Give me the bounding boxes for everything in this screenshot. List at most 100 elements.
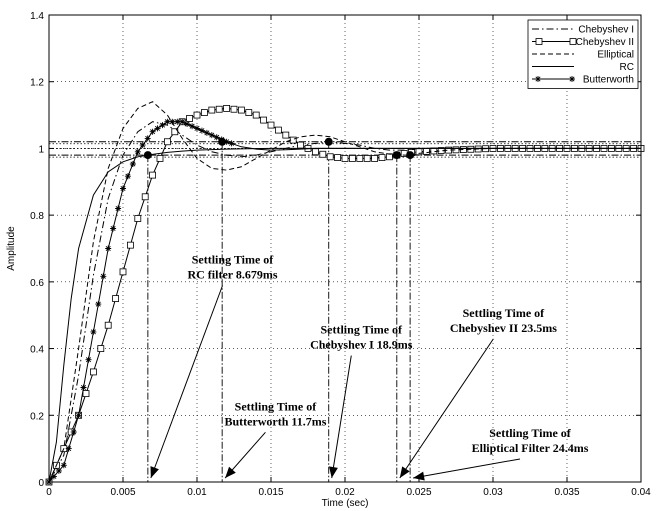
legend-marker <box>569 76 575 82</box>
annotation-arrow <box>331 355 352 479</box>
settling-point <box>143 151 152 160</box>
series-point-chebyshev-ii <box>90 368 97 376</box>
annotation-arrowhead <box>399 466 410 478</box>
series-point-butterworth <box>95 301 102 308</box>
series-point-chebyshev-ii <box>215 105 223 113</box>
x-tick-label: 0.015 <box>258 487 283 498</box>
series-point-butterworth <box>144 135 151 142</box>
settling-markers <box>143 137 415 160</box>
annotation-line-2: Elliptical Filter 24.4ms <box>472 441 589 455</box>
series-point-chebyshev-ii <box>127 241 134 249</box>
series-line-elliptical <box>48 101 641 483</box>
annotation-line-2: RC filter 8.679ms <box>187 268 277 282</box>
annotation-line-1: Settling Time of <box>489 426 572 440</box>
series-point-chebyshev-ii <box>149 171 157 179</box>
legend-item-chebyshev-i: Chebyshev I <box>532 25 634 36</box>
series-point-chebyshev-ii <box>297 141 305 149</box>
series-point-chebyshev-ii <box>274 126 282 134</box>
series-point-butterworth <box>65 445 72 452</box>
series-point-butterworth <box>174 118 181 125</box>
series-point-butterworth <box>105 245 112 252</box>
settling-point <box>324 137 333 146</box>
series-point-butterworth <box>159 122 166 129</box>
series-point-chebyshev-ii <box>326 153 334 161</box>
series-point-butterworth <box>164 118 171 125</box>
series-point-butterworth <box>90 328 97 335</box>
x-tick-label: 0.035 <box>554 487 579 498</box>
series-point-chebyshev-ii <box>422 147 430 155</box>
annotation-arrow <box>150 285 223 479</box>
series-point-chebyshev-ii <box>223 105 231 112</box>
series-point-chebyshev-ii <box>104 321 112 329</box>
series-point-chebyshev-ii <box>363 155 371 162</box>
annotation-line-1: Settling Time of <box>320 323 403 337</box>
legend-marker <box>535 76 541 82</box>
series-line-butterworth <box>48 121 641 483</box>
series-point-chebyshev-ii <box>237 106 245 114</box>
series-point-chebyshev-ii <box>260 116 268 124</box>
settling-point <box>392 151 401 160</box>
annotation-arrowhead <box>225 466 236 478</box>
legend-label: Butterworth <box>583 75 634 86</box>
series-point-butterworth <box>194 125 200 132</box>
series-point-butterworth <box>55 467 62 474</box>
annotation-line-2: Chebyshev II 23.5ms <box>450 321 557 335</box>
series-point-chebyshev-ii <box>371 155 379 162</box>
series-point-butterworth <box>115 205 122 212</box>
y-tick-label: 0.8 <box>30 211 44 222</box>
series-point-chebyshev-ii <box>141 193 149 201</box>
series-point-butterworth <box>203 129 210 136</box>
series-point-butterworth <box>120 185 126 192</box>
series-point-butterworth <box>213 134 220 141</box>
x-axis-label: Time (sec) <box>322 498 369 509</box>
series-point-butterworth <box>50 473 57 480</box>
legend-marker <box>535 38 543 45</box>
settling-time-lines <box>147 141 411 482</box>
series-point-chebyshev-ii <box>156 155 164 162</box>
legend-label: Chebyshev I <box>578 25 634 36</box>
series-point-chebyshev-ii <box>252 111 260 119</box>
series-point-chebyshev-ii <box>119 268 127 276</box>
annotation-arrowhead <box>413 471 425 481</box>
series-point-butterworth <box>169 118 176 125</box>
tick-labels: 0 0.005 0.01 0.015 0.02 0.025 0.03 0.035 0.04 0 0.… <box>30 11 651 498</box>
annotation-arrow <box>413 458 521 479</box>
series-point-chebyshev-ii <box>378 154 386 162</box>
legend-label: Elliptical <box>597 50 634 61</box>
x-tick-label: 0.04 <box>631 487 651 498</box>
series-point-chebyshev-ii <box>97 345 105 352</box>
series-point-butterworth <box>189 123 196 130</box>
series-point-chebyshev-ii <box>282 131 290 139</box>
series-point-butterworth <box>228 140 235 147</box>
series-point-butterworth <box>80 384 87 391</box>
legend-box <box>527 19 639 89</box>
y-tick-label: 0.2 <box>30 411 44 422</box>
series-point-butterworth <box>110 225 117 232</box>
series-point-chebyshev-ii <box>208 106 216 114</box>
x-tick-label: 0.03 <box>483 487 503 498</box>
settling-point <box>406 151 415 160</box>
annotation-arrowhead <box>329 466 338 478</box>
series-point-chebyshev-ii <box>200 109 208 116</box>
series-point-butterworth <box>198 127 205 134</box>
legend-item-chebyshev-ii: Chebyshev II <box>532 37 634 48</box>
annotation-line-2: Chebyshev I 18.9ms <box>310 338 413 352</box>
annotation-line-2: Butterworth 11.7ms <box>224 414 326 428</box>
series-point-chebyshev-ii <box>112 295 119 302</box>
series-point-chebyshev-ii <box>163 138 171 146</box>
annotation-line-1: Settling Time of <box>192 253 275 267</box>
series-point-chebyshev-ii <box>341 155 349 162</box>
legend-label: RC <box>620 62 634 73</box>
series-point-butterworth <box>100 273 107 280</box>
series-point-butterworth <box>154 125 161 132</box>
series-point-butterworth <box>60 462 67 469</box>
legend-item-elliptical: Elliptical <box>532 50 634 61</box>
series-point-butterworth <box>124 173 131 180</box>
